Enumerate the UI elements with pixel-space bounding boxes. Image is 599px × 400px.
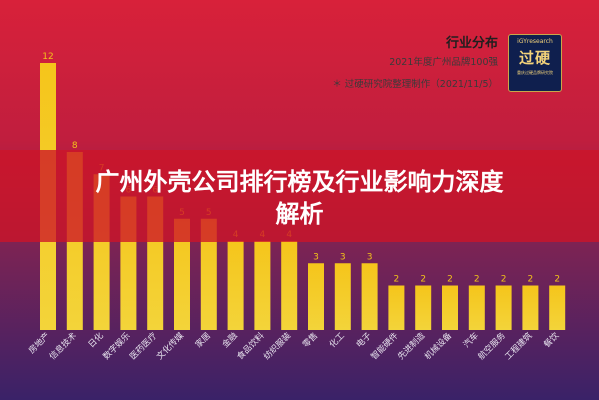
bar-6 (200, 218, 217, 330)
category-label-3: 数字娱乐 (101, 330, 133, 362)
category-label-7: 金融 (220, 330, 240, 350)
brand-logo: iGYresearch 过硬 重庆过硬品牌研究院 (508, 34, 562, 92)
bar-17 (495, 285, 512, 330)
category-label-0: 房地产 (26, 330, 52, 356)
category-label-1: 信息技术 (47, 330, 79, 362)
bar-value-label-1: 8 (72, 141, 78, 151)
bar-7 (227, 241, 244, 330)
bar-value-label-19: 2 (554, 275, 560, 285)
bar-value-label-15: 2 (447, 275, 453, 285)
bar-value-label-10: 3 (313, 252, 319, 262)
category-label-14: 先进制造 (395, 330, 427, 362)
page-title-line2: 解析 (275, 200, 324, 228)
bar-10 (308, 263, 324, 330)
bar-5 (174, 218, 190, 330)
bar-15 (442, 285, 458, 330)
category-label-9: 纺织服装 (261, 330, 293, 362)
bar-value-label-0: 12 (42, 52, 53, 62)
category-label-12: 电子 (354, 330, 374, 350)
bar-8 (254, 241, 271, 330)
category-label-11: 化工 (327, 330, 347, 350)
title-banner (0, 150, 599, 242)
logo-main-text: 过硬 (518, 49, 551, 67)
category-label-2: 日化 (86, 330, 106, 350)
logo-bottom-text: 重庆过硬品牌研究院 (517, 70, 553, 75)
category-label-4: 医药医疗 (127, 330, 159, 362)
category-label-19: 餐饮 (542, 330, 562, 350)
category-label-10: 零售 (300, 330, 320, 350)
bar-value-label-11: 3 (340, 252, 346, 262)
bar-12 (361, 263, 378, 330)
bar-14 (415, 285, 432, 330)
bar-19 (549, 285, 566, 330)
category-label-18: 工程建筑 (503, 330, 535, 362)
category-label-6: 家居 (193, 330, 213, 350)
bar-9 (281, 241, 298, 330)
page-title: 广州外壳公司排行榜及行业影响力深度 解析 (0, 166, 599, 230)
category-label-8: 食品饮料 (235, 330, 267, 362)
category-label-5: 文化传媒 (154, 330, 186, 362)
bar-18 (522, 285, 539, 330)
chart-source: ＊ 过硬研究院整理制作（2021/11/5） (332, 79, 498, 90)
bar-11 (334, 263, 351, 330)
category-label-15: 机械设备 (422, 330, 454, 362)
chart-subtitle: 2021年度广州品牌100强 (389, 57, 498, 68)
bar-value-label-12: 3 (367, 252, 373, 262)
bar-16 (468, 285, 485, 330)
page-title-line1: 广州外壳公司排行榜及行业影响力深度 (95, 168, 504, 196)
category-label-13: 智能硬件 (369, 330, 401, 362)
bar-value-label-17: 2 (501, 275, 507, 285)
bar-value-label-14: 2 (420, 275, 426, 285)
category-label-17: 航空服务 (476, 330, 508, 362)
bar-13 (388, 285, 405, 330)
logo-top-text: iGYresearch (517, 38, 553, 45)
bar-value-label-16: 2 (474, 275, 480, 285)
bar-value-label-18: 2 (528, 275, 534, 285)
bar-value-label-13: 2 (394, 275, 400, 285)
chart-title: 行业分布 (445, 36, 498, 51)
category-label-16: 汽车 (461, 330, 481, 350)
